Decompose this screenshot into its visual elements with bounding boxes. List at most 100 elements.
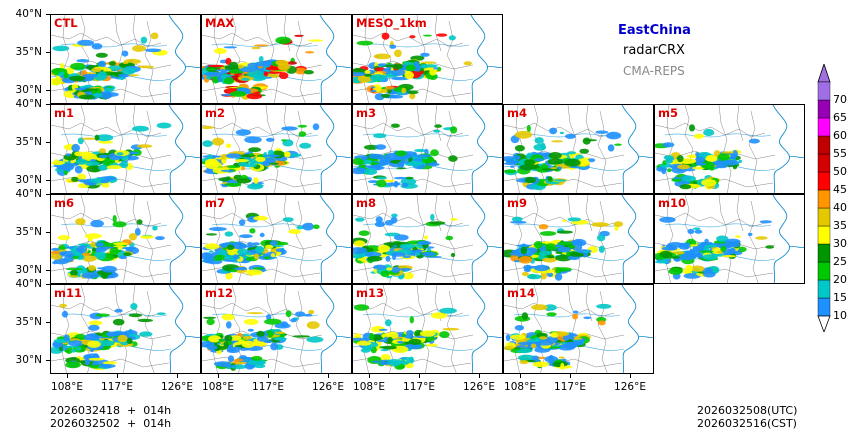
- lat-label: 30°N: [15, 354, 42, 366]
- radar-echo: [257, 154, 262, 157]
- radar-echo: [285, 310, 292, 318]
- lon-tick: [268, 374, 269, 378]
- radar-echo: [247, 328, 254, 332]
- province-boundary: [736, 195, 744, 232]
- radar-echo: [244, 136, 262, 144]
- radar-echo: [392, 63, 404, 70]
- radar-echo: [433, 129, 441, 133]
- radar-echo: [373, 133, 387, 139]
- radar-echo: [381, 345, 397, 350]
- province-boundary: [60, 285, 70, 373]
- radar-echo: [367, 180, 380, 184]
- radar-map: [655, 105, 804, 193]
- province-boundary: [718, 105, 732, 193]
- radar-map: [202, 285, 351, 373]
- panel-label: m2: [205, 106, 225, 120]
- coastline: [335, 156, 351, 158]
- radar-echo: [420, 52, 430, 57]
- lon-label: 126°E: [463, 381, 495, 393]
- radar-echo: [239, 234, 253, 239]
- radar-echo: [112, 221, 127, 228]
- radar-echo: [562, 219, 567, 222]
- radar-echo: [99, 91, 113, 99]
- radar-echo: [209, 227, 227, 231]
- radar-echo: [246, 312, 264, 315]
- province-boundary: [132, 15, 140, 52]
- radar-echo: [109, 247, 120, 255]
- province-boundary: [382, 105, 394, 193]
- panel-label: CTL: [54, 16, 78, 30]
- radar-echo: [90, 219, 104, 228]
- radar-echo: [391, 213, 398, 218]
- radar-echo: [275, 248, 285, 252]
- radar-echo: [390, 252, 406, 257]
- radar-echo: [689, 124, 695, 132]
- radar-echo: [299, 142, 312, 149]
- radar-echo: [224, 183, 242, 187]
- province-boundary: [513, 195, 523, 283]
- radar-echo: [353, 240, 366, 247]
- radar-echo: [395, 150, 407, 157]
- radar-echo: [211, 137, 225, 146]
- radar-echo: [670, 256, 680, 259]
- radar-echo: [225, 143, 232, 149]
- province-boundary: [265, 285, 279, 373]
- coastline: [168, 285, 187, 373]
- radar-echo: [442, 327, 460, 331]
- radar-echo: [598, 245, 605, 253]
- radar-echo: [75, 218, 86, 226]
- radar-echo: [77, 245, 88, 254]
- map-panel-max: MAX: [201, 14, 352, 104]
- radar-echo: [237, 248, 249, 256]
- radar-echo: [234, 159, 249, 163]
- radar-echo: [97, 340, 115, 347]
- river-yellow: [60, 133, 168, 138]
- province-boundary: [51, 212, 162, 228]
- radar-echo: [270, 342, 279, 351]
- radar-echo: [547, 158, 564, 165]
- radar-echo: [563, 343, 578, 348]
- radar-echo: [721, 255, 736, 258]
- radar-echo: [221, 365, 237, 368]
- radar-echo: [265, 330, 274, 338]
- radar-echo: [365, 251, 382, 258]
- radar-echo: [241, 77, 250, 81]
- radar-echo: [399, 268, 412, 271]
- radar-echo: [547, 255, 555, 259]
- radar-echo: [128, 233, 137, 241]
- radar-echo: [84, 333, 100, 341]
- province-boundary: [60, 15, 70, 103]
- radar-echo: [572, 313, 579, 320]
- map-panel-meso-1km: MESO_1km: [352, 14, 503, 104]
- radar-echo: [408, 160, 423, 167]
- lat-tick: [46, 194, 50, 195]
- radar-echo: [78, 360, 87, 364]
- radar-echo: [694, 229, 703, 234]
- radar-echo: [671, 251, 686, 255]
- radar-echo: [393, 176, 408, 180]
- radar-echo: [247, 242, 253, 247]
- radar-echo: [220, 66, 226, 71]
- colorbar-tick-label: 20: [833, 273, 847, 286]
- province-boundary: [265, 105, 279, 193]
- radar-echo: [226, 249, 240, 256]
- radar-echo: [235, 129, 252, 136]
- radar-map: [51, 105, 200, 193]
- radar-echo: [554, 244, 565, 248]
- radar-echo: [517, 354, 536, 361]
- radar-map: [202, 15, 351, 103]
- radar-echo: [70, 269, 78, 277]
- radar-echo: [294, 67, 307, 75]
- radar-echo: [606, 131, 622, 140]
- radar-echo: [579, 148, 589, 154]
- radar-echo: [716, 235, 729, 242]
- radar-echo: [66, 153, 71, 157]
- radar-echo: [82, 73, 98, 78]
- radar-echo: [77, 173, 87, 181]
- radar-echo: [538, 254, 544, 260]
- province-boundary: [446, 110, 457, 193]
- lat-tick: [46, 90, 50, 91]
- colorbar-segment: [817, 261, 831, 281]
- colorbar-segment: [817, 117, 831, 137]
- coastline: [319, 15, 338, 103]
